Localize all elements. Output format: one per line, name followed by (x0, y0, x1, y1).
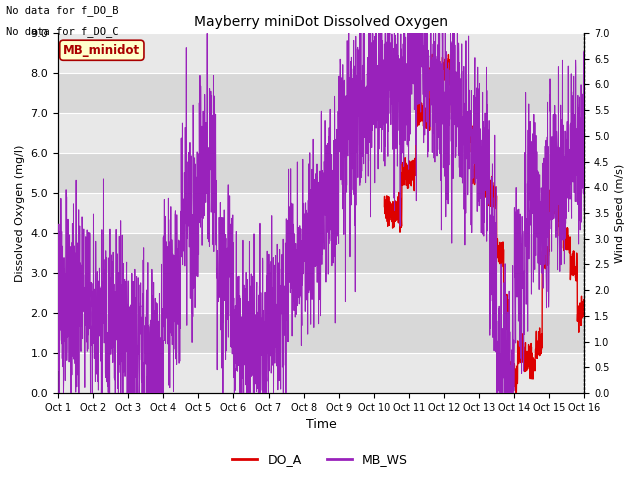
Bar (58, 353, 584, 393)
Y-axis label: Dissolved Oxygen (mg/l): Dissolved Oxygen (mg/l) (15, 144, 25, 282)
Title: Mayberry miniDot Dissolved Oxygen: Mayberry miniDot Dissolved Oxygen (194, 15, 448, 29)
Bar (58, 33, 584, 73)
Text: No data for f_DO_B: No data for f_DO_B (6, 5, 119, 16)
Bar (58, 153, 584, 193)
Text: MB_minidot: MB_minidot (63, 44, 140, 57)
Y-axis label: Wind Speed (m/s): Wind Speed (m/s) (615, 163, 625, 263)
Text: No data for f_DO_C: No data for f_DO_C (6, 26, 119, 37)
Bar (58, 113, 584, 153)
Bar (58, 193, 584, 233)
Bar (58, 233, 584, 273)
Legend: DO_A, MB_WS: DO_A, MB_WS (227, 448, 413, 471)
Bar (58, 273, 584, 313)
Bar (58, 73, 584, 113)
X-axis label: Time: Time (306, 419, 337, 432)
Bar (58, 313, 584, 353)
